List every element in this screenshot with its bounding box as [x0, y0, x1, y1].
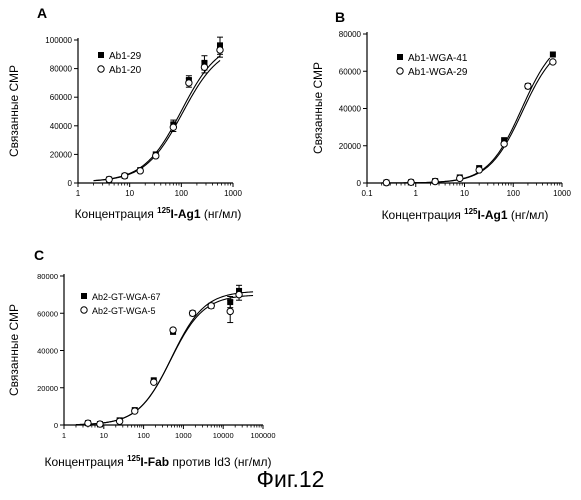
- legend-label: Ab1-WGA-29: [408, 67, 468, 78]
- chart-panel-b: B 0 20000 40000 60000 80000 0.1 1 10 100 1000 Связа…: [311, 9, 571, 222]
- y-tick-label: 100000: [45, 36, 72, 45]
- data-point: [383, 179, 389, 185]
- y-tick-label: 0: [54, 421, 58, 430]
- data-point: [227, 308, 233, 314]
- legend-label: Ab2-GT-WGA-67: [92, 292, 161, 302]
- legend-marker: [81, 293, 87, 299]
- legend-label: Ab1-WGA-41: [408, 53, 468, 64]
- data-point: [137, 168, 143, 174]
- x-tick-label: 0.1: [361, 189, 373, 198]
- y-tick-label: 80000: [37, 272, 58, 281]
- y-tick-label: 0: [68, 179, 73, 188]
- data-point: [97, 421, 103, 427]
- data-point: [457, 175, 463, 181]
- figure-caption: Фиг.12: [0, 466, 581, 493]
- x-tick-label: 100: [137, 431, 150, 440]
- chart-panel-c: C 0 20000 40000 60000 80000 1 10 100 1000 10000 100…: [7, 247, 276, 469]
- x-axis-label: Концентрация 125I-Ag1 (нг/мл): [75, 206, 242, 221]
- y-tick-label: 40000: [50, 122, 73, 131]
- y-tick-label: 20000: [50, 150, 73, 159]
- x-tick-label: 10: [125, 189, 134, 198]
- legend-marker: [98, 66, 104, 72]
- legend-marker: [397, 68, 403, 74]
- x-tick-label: 1000: [224, 189, 242, 198]
- data-point: [153, 153, 159, 159]
- data-point: [189, 310, 195, 316]
- panel-label: A: [37, 5, 47, 21]
- y-tick-label: 40000: [339, 105, 362, 114]
- legend-marker: [98, 52, 104, 58]
- data-point: [170, 327, 176, 333]
- data-point: [151, 379, 157, 385]
- data-point: [186, 80, 192, 86]
- y-tick-label: 80000: [50, 65, 73, 74]
- data-point: [208, 303, 214, 309]
- legend-marker: [81, 307, 87, 313]
- data-point: [501, 141, 507, 147]
- y-axis-label: Связанные СМР: [7, 65, 21, 157]
- data-point: [476, 167, 482, 173]
- series-2: [106, 43, 223, 183]
- legend-marker: [397, 54, 403, 60]
- legend-label: Ab1-20: [109, 65, 142, 76]
- data-point: [106, 176, 112, 182]
- x-tick-label: 10: [460, 189, 469, 198]
- x-tick-label: 1: [414, 189, 419, 198]
- y-tick-label: 80000: [339, 30, 362, 39]
- y-tick-label: 60000: [339, 67, 362, 76]
- y-tick-label: 40000: [37, 347, 58, 356]
- x-tick-label: 1000: [553, 189, 571, 198]
- legend-label: Ab2-GT-WGA-5: [92, 306, 156, 316]
- data-point: [217, 47, 223, 53]
- y-tick-label: 0: [357, 179, 362, 188]
- y-tick-label: 60000: [50, 93, 73, 102]
- legend-label: Ab1-29: [109, 51, 142, 62]
- data-point: [550, 59, 556, 65]
- fit-curve-2: [382, 63, 550, 183]
- x-tick-label: 100: [507, 189, 521, 198]
- data-point: [170, 124, 176, 130]
- x-tick-label: 100000: [250, 431, 275, 440]
- data-point: [201, 64, 207, 70]
- panel-label: B: [335, 9, 345, 25]
- data-point: [116, 418, 122, 424]
- data-point: [408, 179, 414, 185]
- x-tick-label: 100: [175, 189, 189, 198]
- x-tick-label: 1: [62, 431, 66, 440]
- y-tick-label: 60000: [37, 309, 58, 318]
- y-axis-label: Связанные СМР: [311, 62, 325, 154]
- chart-panel-a: A 0 20000 40000 60000 80000 100000 1 10 100 1000 Св…: [7, 5, 242, 221]
- panel-label: C: [34, 247, 44, 263]
- fit-curve-2: [94, 60, 221, 180]
- x-tick-label: 10: [100, 431, 108, 440]
- x-tick-label: 1000: [175, 431, 192, 440]
- x-axis-label: Концентрация 125I-Ag1 (нг/мл): [382, 207, 549, 222]
- y-tick-label: 20000: [37, 384, 58, 393]
- x-tick-label: 10000: [213, 431, 234, 440]
- data-point: [236, 291, 242, 297]
- data-point: [121, 173, 127, 179]
- data-point: [550, 51, 556, 57]
- x-tick-label: 1: [76, 189, 81, 198]
- data-point: [432, 178, 438, 184]
- y-tick-label: 20000: [339, 142, 362, 151]
- data-point: [132, 408, 138, 414]
- y-axis-label: Связанные СМР: [7, 304, 21, 396]
- data-point: [525, 83, 531, 89]
- data-point: [85, 420, 91, 426]
